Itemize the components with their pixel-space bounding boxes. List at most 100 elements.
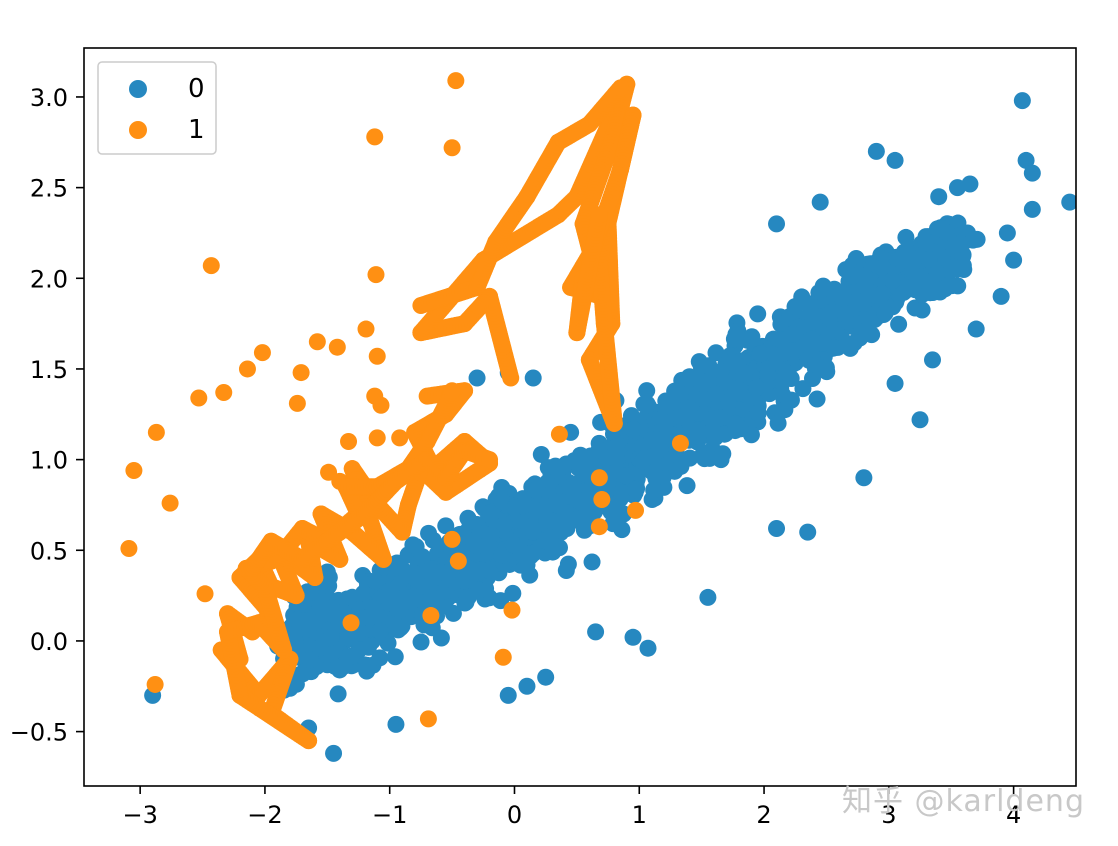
series-1-point — [215, 384, 233, 402]
series-0-point — [924, 351, 942, 369]
x-axis: −3 −2 −1 0 1 2 3 4 — [122, 786, 1021, 829]
series-0-point — [493, 546, 511, 564]
series-0-point — [465, 563, 483, 581]
series-0-point — [992, 287, 1010, 305]
series-0-point — [748, 379, 766, 397]
series-0-point — [749, 404, 767, 422]
series-0-point — [412, 633, 430, 651]
series-0-point — [651, 441, 669, 459]
series-0-point — [759, 365, 777, 383]
y-tick-label: 2.0 — [30, 265, 68, 293]
series-0-point — [461, 512, 479, 530]
y-tick-label: 3.0 — [30, 84, 68, 112]
series-0-point — [528, 480, 546, 498]
legend-marker-series-0 — [129, 80, 147, 98]
series-0-point — [883, 272, 901, 290]
series-0-point — [886, 374, 904, 392]
series-0-point — [876, 304, 894, 322]
series-0-point — [624, 420, 642, 438]
x-tick-label: 0 — [507, 801, 522, 829]
series-0-point — [371, 649, 389, 667]
series-0-point — [945, 258, 963, 276]
legend: 0 1 — [97, 61, 217, 155]
series-0-point — [495, 516, 513, 534]
series-0-point — [525, 544, 543, 562]
series-0-point — [890, 315, 908, 333]
series-0-point — [567, 453, 585, 471]
series-0-point — [325, 744, 343, 762]
series-0-point — [735, 364, 753, 382]
series-0-point — [803, 330, 821, 348]
series-0-point — [311, 639, 329, 657]
series-0-point — [527, 501, 545, 519]
series-0-point — [366, 572, 384, 590]
series-0-point — [587, 623, 605, 641]
series-0-point — [583, 553, 601, 571]
series-1-point — [253, 344, 271, 362]
y-tick-label: 2.5 — [30, 175, 68, 203]
series-0-point — [681, 449, 699, 467]
series-0-point — [897, 228, 915, 246]
series-1-point — [368, 347, 386, 365]
series-1-point — [342, 614, 360, 632]
series-1-point — [292, 364, 310, 382]
series-0-point — [793, 288, 811, 306]
series-0-point — [715, 373, 733, 391]
series-1-point — [612, 79, 630, 97]
series-0-point — [424, 531, 442, 549]
series-0-point — [371, 622, 389, 640]
series-0-point — [808, 390, 826, 408]
series-0-point — [518, 677, 536, 695]
series-1-point — [443, 139, 461, 157]
series-0-point — [1023, 200, 1041, 218]
series-1-point — [593, 491, 611, 509]
series-0-point — [645, 481, 663, 499]
series-0-point — [799, 523, 817, 541]
series-0-point — [928, 264, 946, 282]
series-1-point — [190, 389, 208, 407]
series-0-point — [1023, 164, 1041, 182]
series-0-point — [624, 628, 642, 646]
series-0-point — [468, 537, 486, 555]
series-0-point — [626, 480, 644, 498]
series-1-trail — [412, 75, 642, 432]
series-1-point — [422, 607, 440, 625]
y-tick-label: 1.0 — [30, 447, 68, 475]
series-0-point — [858, 324, 876, 342]
series-0-point — [432, 629, 450, 647]
series-0-point — [1061, 193, 1076, 211]
series-0-point — [405, 587, 423, 605]
series-0-point — [510, 539, 528, 557]
series-1-point — [357, 320, 375, 338]
series-1-point — [366, 128, 384, 146]
x-tick-label: −2 — [247, 801, 282, 829]
series-0-point — [855, 469, 873, 487]
series-0-point — [634, 452, 652, 470]
series-0-point — [379, 634, 397, 652]
series-0-point — [574, 514, 592, 532]
series-0-point — [998, 224, 1016, 242]
series-0-point — [930, 188, 948, 206]
x-tick-label: −3 — [122, 801, 157, 829]
series-0-point — [339, 648, 357, 666]
legend-marker-series-1 — [129, 121, 147, 139]
series-1-point — [494, 648, 512, 666]
series-0-point — [678, 477, 696, 495]
series-0-point — [1005, 251, 1023, 269]
series-0-point — [820, 310, 838, 328]
series-1-point — [590, 469, 608, 487]
series-0-point — [645, 463, 663, 481]
series-0-point — [468, 369, 486, 387]
series-0-point — [504, 584, 522, 602]
series-0-point — [803, 304, 821, 322]
series-0-point — [913, 301, 931, 319]
series-1-trail — [243, 442, 499, 577]
series-1-point — [340, 432, 358, 450]
series-0-point — [722, 353, 740, 371]
series-0-point — [820, 322, 838, 340]
watermark-text: 知乎 @karldeng — [842, 784, 1085, 819]
series-0-point — [386, 648, 404, 666]
series-0-point — [837, 305, 855, 323]
series-0-point — [492, 592, 510, 610]
series-0-point — [752, 345, 770, 363]
